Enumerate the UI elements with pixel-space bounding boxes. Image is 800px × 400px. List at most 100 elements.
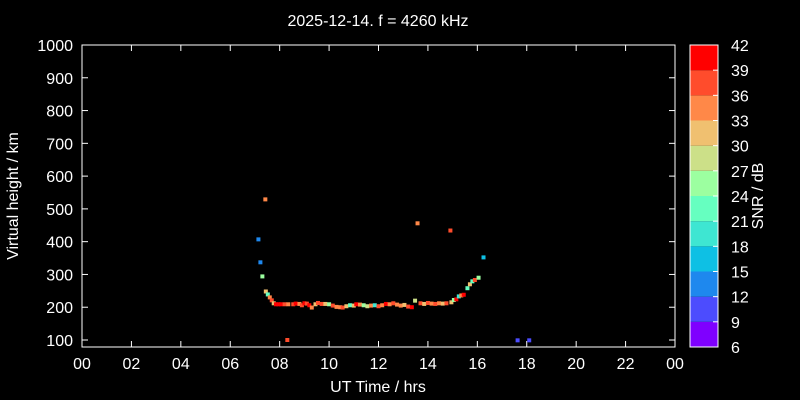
colorbar-band [690,196,718,222]
data-point [391,301,396,306]
y-tick-label: 800 [46,104,73,121]
data-point [307,303,312,308]
data-point [467,282,472,287]
y-tick-label: 1000 [37,38,73,55]
colorbar-band [690,45,718,71]
y-tick-label: 900 [46,71,73,88]
colorbar-tick-label: 15 [731,265,749,282]
x-tick-label: 00 [666,356,684,373]
x-tick-label: 14 [419,356,437,373]
data-point [256,237,261,242]
data-point [286,302,291,307]
data-point [406,304,411,309]
colorbar-band [690,120,718,146]
data-point [454,297,459,302]
x-tick-label: 22 [617,356,635,373]
data-point [456,294,461,299]
data-point [357,302,362,307]
colorbar-band [690,70,718,96]
x-tick-label: 18 [518,356,536,373]
data-point [383,301,388,306]
data-point [481,255,486,260]
data-point [402,302,407,307]
data-point [470,279,475,284]
colorbar-band [690,271,718,297]
data-point [527,338,532,343]
colorbar-band [690,170,718,196]
data-point [263,289,268,294]
data-point [319,301,324,306]
x-tick-label: 20 [567,356,585,373]
x-tick-label: 08 [271,356,289,373]
colorbar-band [690,145,718,171]
data-point [276,302,281,307]
colorbar-tick-label: 33 [731,114,749,131]
data-point [369,303,374,308]
data-point [304,301,309,306]
colorbar-label: SNR / dB [750,163,767,230]
data-point [309,305,314,310]
data-point [398,303,403,308]
colorbar-band [690,221,718,247]
colorbar-tick-label: 9 [731,315,740,332]
x-tick-label: 00 [73,356,91,373]
colorbar-tick-label: 42 [731,38,749,55]
data-point [323,301,328,306]
x-tick-label: 04 [172,356,190,373]
data-point [344,304,349,309]
colorbar-tick-label: 39 [731,63,749,80]
data-point [340,305,345,310]
data-point [440,301,445,306]
colorbar-tick-label: 18 [731,239,749,256]
data-point [271,301,276,306]
data-point [465,286,470,291]
data-point [433,301,438,306]
data-point [395,302,400,307]
data-point [293,301,298,306]
data-point [291,302,296,307]
data-point [282,302,287,307]
data-point [269,298,274,303]
colorbar-band [690,296,718,322]
x-tick-label: 10 [320,356,338,373]
data-point [413,298,418,303]
data-point [267,295,272,300]
data-point [376,304,381,309]
data-point [418,301,423,306]
data-point [302,301,307,306]
data-point [422,301,427,306]
data-point [354,302,359,307]
data-point [425,300,430,305]
data-point [315,300,320,305]
y-axis-label: Virtual height / km [5,132,22,260]
y-tick-label: 500 [46,202,73,219]
data-point [472,278,477,283]
data-point [334,304,339,309]
y-tick-label: 200 [46,300,73,317]
data-point [361,303,366,308]
colorbar-tick-label: 12 [731,290,749,307]
data-point [265,292,270,297]
y-tick-label: 400 [46,235,73,252]
data-point [380,303,385,308]
x-axis-label: UT Time / hrs [330,379,426,396]
plot-frame [81,44,676,348]
data-point [409,305,414,310]
data-point [515,338,520,343]
data-point [351,303,356,308]
colorbar-tick-label: 6 [731,340,740,357]
y-tick-label: 600 [46,169,73,186]
data-point [327,302,332,307]
data-point [258,260,263,265]
data-point [461,292,466,297]
data-point [459,293,464,298]
colorbar-band [690,95,718,121]
data-point [273,302,278,307]
data-point [285,338,290,342]
data-point [348,303,353,308]
data-point [278,302,283,307]
data-point [297,301,302,306]
data-point [372,303,377,308]
chart-title: 2025-12-14. f = 4260 kHz [287,13,468,30]
